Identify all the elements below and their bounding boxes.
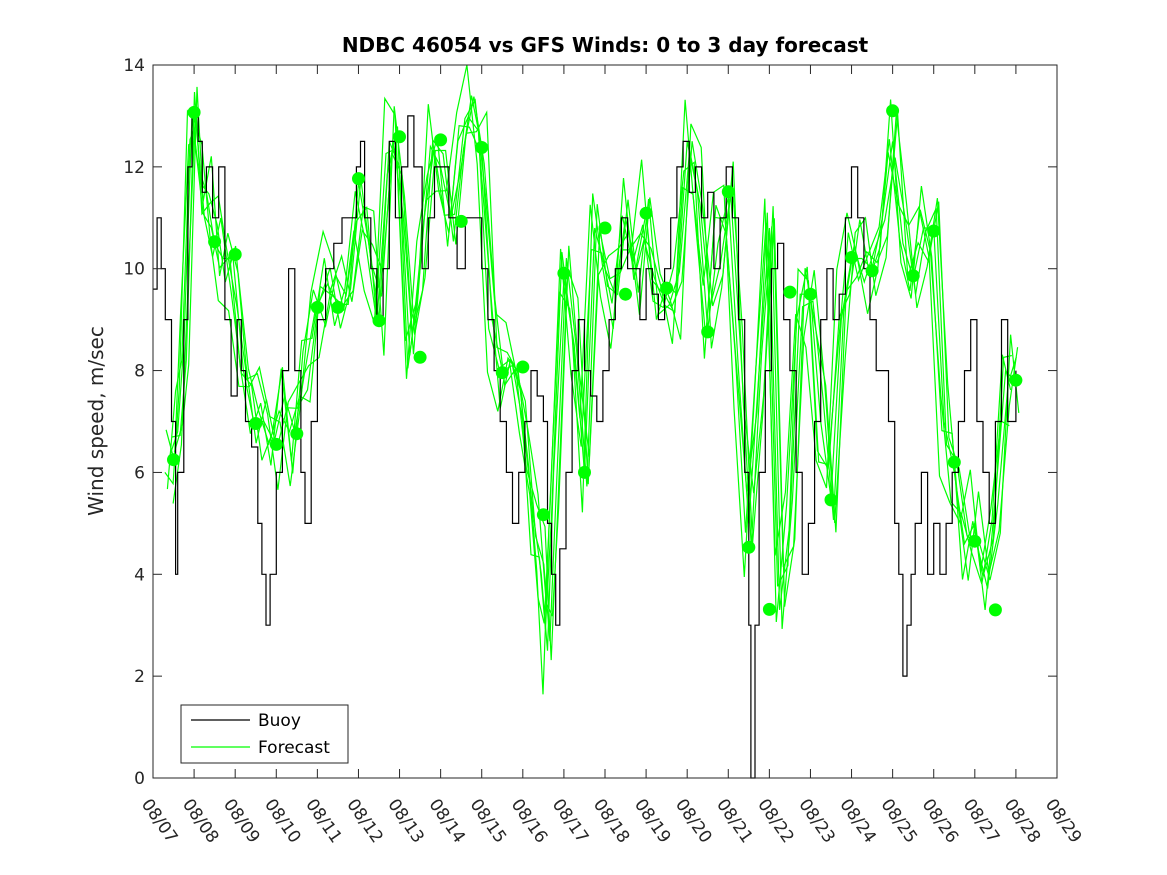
forecast-marker — [886, 104, 900, 118]
legend-box — [180, 704, 349, 764]
forecast-marker — [454, 214, 468, 228]
forecast-marker — [557, 266, 571, 280]
forecast-marker — [434, 133, 448, 147]
y-tick-label: 4 — [134, 565, 145, 585]
y-tick-label: 0 — [134, 769, 145, 789]
forecast-marker — [619, 287, 632, 301]
forecast-marker — [516, 360, 530, 374]
forecast-marker — [249, 417, 263, 430]
forecast-marker — [1009, 373, 1023, 387]
forecast-marker — [372, 314, 386, 328]
forecast-marker — [927, 224, 941, 238]
forecast-marker — [721, 185, 735, 199]
forecast-marker — [269, 437, 283, 451]
forecast-marker — [208, 235, 222, 249]
forecast-marker — [988, 603, 1002, 617]
forecast-marker — [742, 540, 756, 554]
forecast-marker — [352, 172, 365, 186]
legend: Buoy Forecast — [180, 704, 349, 764]
y-tick-label: 12 — [123, 158, 145, 178]
forecast-ensemble-line — [164, 64, 1010, 695]
chart-title: NDBC 46054 vs GFS Winds: 0 to 3 day fore… — [342, 33, 869, 57]
forecast-marker — [331, 300, 345, 314]
legend-label-forecast: Forecast — [258, 738, 330, 758]
forecast-marker — [824, 493, 838, 507]
forecast-marker — [947, 455, 961, 469]
buoy-layer — [153, 115, 1017, 779]
forecast-marker — [393, 130, 406, 144]
plot-area — [153, 65, 1057, 778]
forecast-marker — [413, 350, 427, 364]
forecast-marker — [762, 602, 776, 616]
y-tick-label: 6 — [134, 463, 145, 483]
forecast-marker — [228, 248, 242, 261]
y-tick-label: 14 — [123, 56, 145, 76]
forecast-marker — [783, 285, 797, 299]
forecast-marker — [701, 325, 715, 339]
forecast-marker — [968, 534, 982, 548]
y-tick-label: 2 — [134, 667, 145, 687]
forecast-marker — [167, 453, 180, 467]
forecast-marker — [187, 105, 201, 119]
forecast-markers — [167, 104, 1023, 617]
forecast-marker — [639, 206, 653, 220]
forecast-marker — [578, 465, 591, 479]
buoy-line — [153, 115, 1017, 779]
forecast-marker — [475, 141, 489, 154]
y-axis-label: Wind speed, m/sec — [84, 326, 108, 516]
forecast-marker — [906, 269, 920, 283]
forecast-marker — [536, 508, 550, 522]
forecast-marker — [310, 300, 324, 314]
y-tick-label: 8 — [134, 362, 145, 382]
forecast-marker — [660, 281, 674, 295]
forecast-marker — [290, 427, 304, 441]
y-tick-label: 10 — [123, 260, 145, 280]
legend-label-buoy: Buoy — [258, 711, 301, 731]
forecast-marker — [598, 221, 612, 235]
y-axis: 0 2 4 6 8 10 12 14 — [123, 56, 1057, 789]
forecast-marker — [865, 264, 879, 278]
forecast-marker — [804, 287, 817, 301]
forecast-marker — [495, 366, 509, 380]
forecast-marker — [845, 251, 858, 264]
